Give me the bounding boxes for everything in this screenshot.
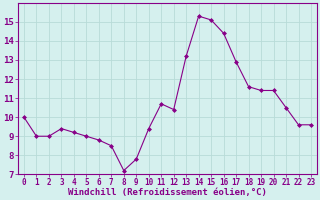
X-axis label: Windchill (Refroidissement éolien,°C): Windchill (Refroidissement éolien,°C) — [68, 188, 267, 197]
